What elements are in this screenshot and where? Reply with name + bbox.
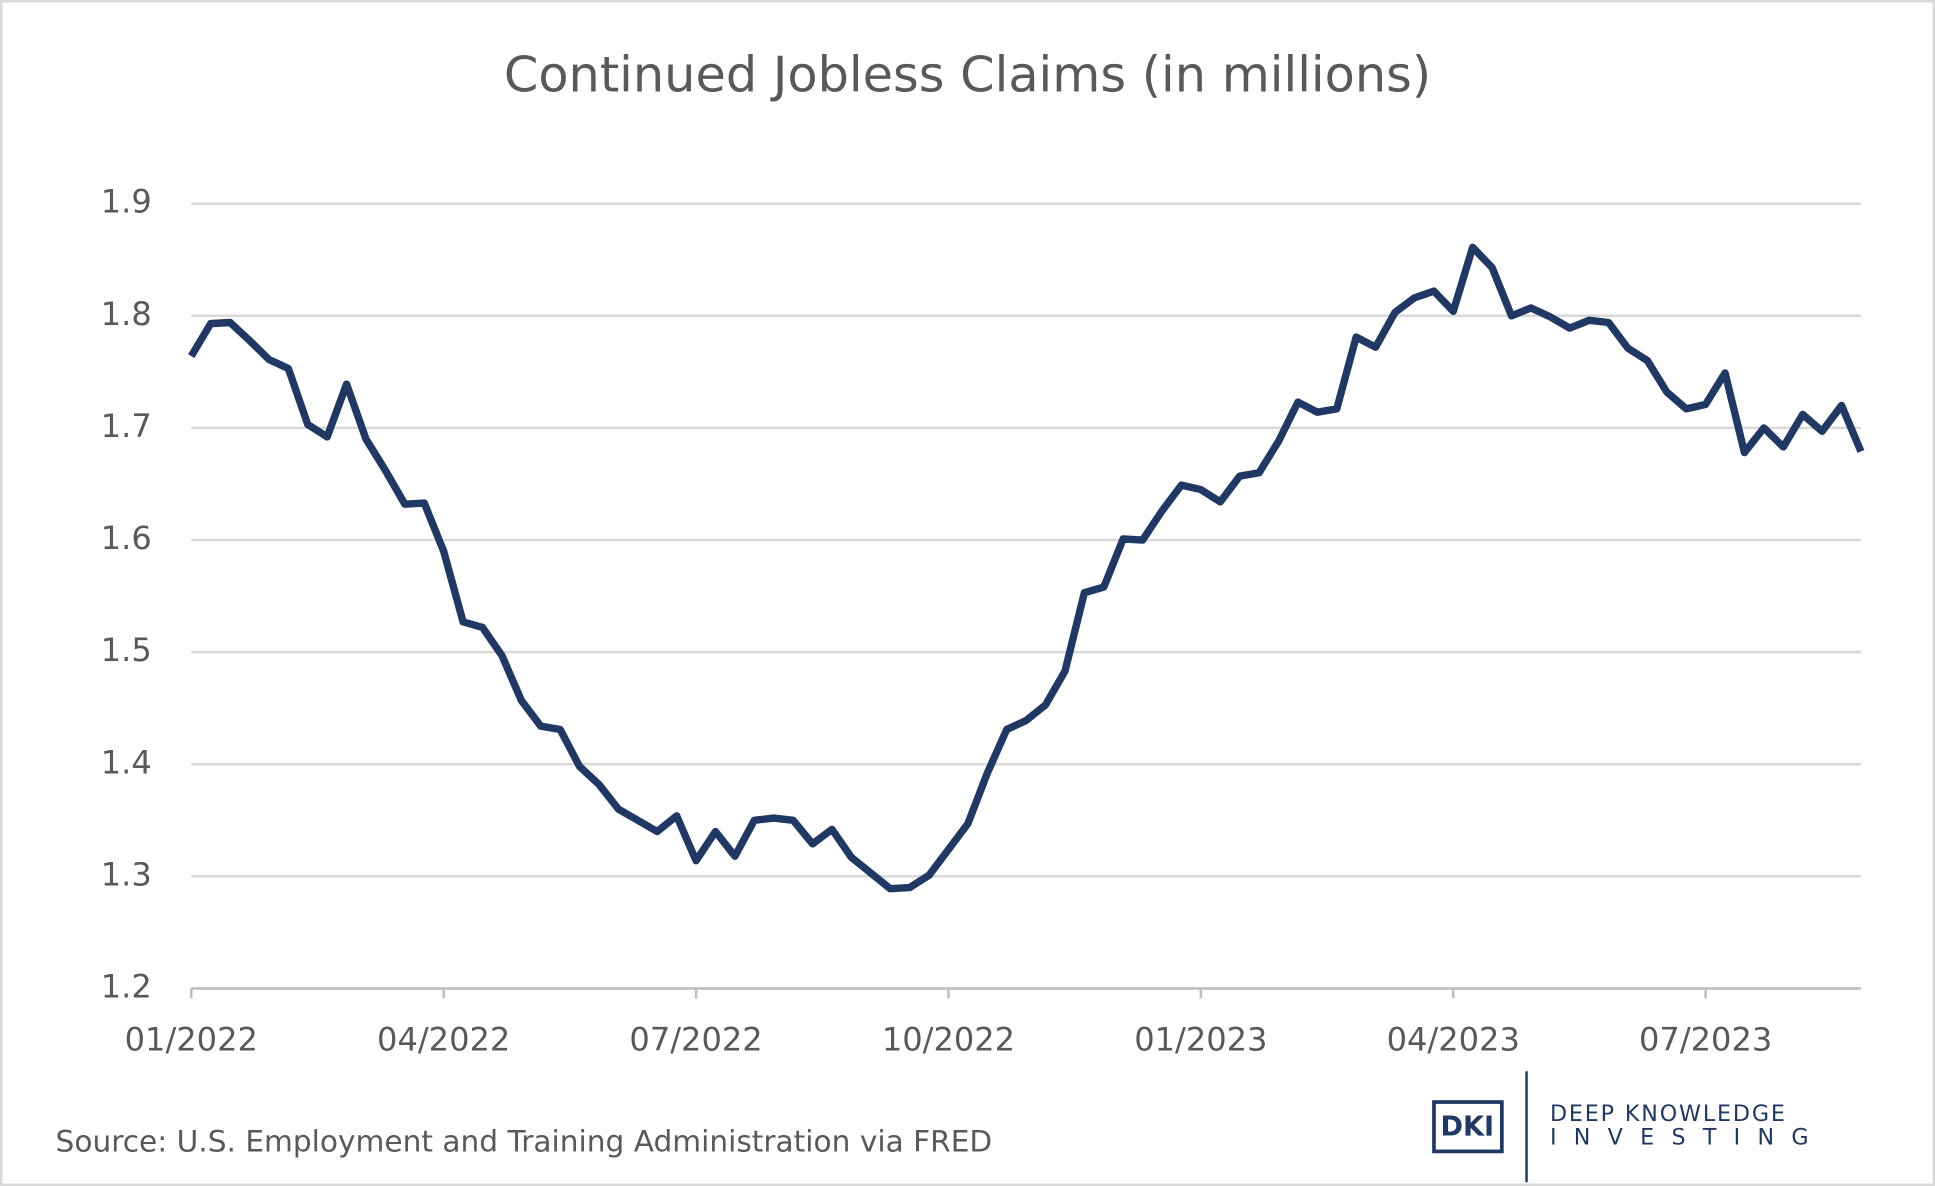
logo-name: INVESTING [1550,1124,1826,1150]
x-tick-label: 01/2022 [125,1021,258,1059]
y-tick-label: 1.8 [101,295,152,333]
x-tick-label: 04/2023 [1387,1021,1520,1059]
x-tick-label: 10/2022 [882,1021,1015,1059]
y-tick-label: 1.3 [101,855,152,893]
logo-mark: DKI [1440,1111,1494,1142]
y-tick-label: 1.7 [101,407,152,445]
y-tick-label: 1.2 [101,968,152,1006]
source-note: Source: U.S. Employment and Training Adm… [56,1124,993,1158]
x-tick-label: 07/2022 [629,1021,762,1059]
x-tick-label: 04/2022 [377,1021,510,1059]
data-line [188,243,1865,893]
y-tick-label: 1.6 [101,519,152,557]
y-tick-label: 1.5 [101,631,152,669]
y-tick-label: 1.4 [101,743,152,781]
logo: DKI DEEP KNOWLEDGE INVESTING [1432,1071,1826,1183]
logo-name: DEEP KNOWLEDGE [1550,1101,1787,1127]
logo-box [1432,1100,1504,1154]
x-tick-label: 01/2023 [1134,1021,1267,1059]
y-tick-label: 1.9 [101,183,152,221]
x-tick-label: 07/2023 [1639,1021,1772,1059]
chart-title: Continued Jobless Claims (in millions) [504,45,1431,103]
